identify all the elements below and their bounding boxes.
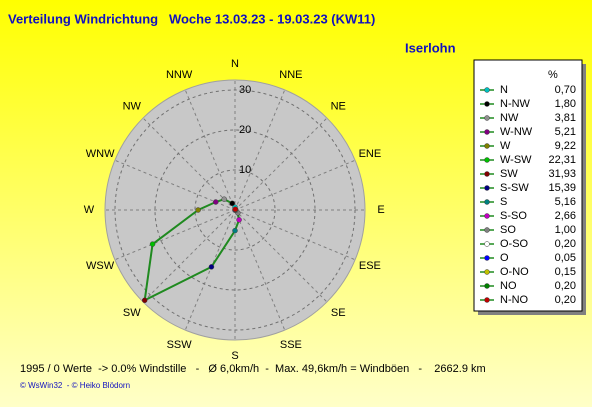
legend-marker [484,129,490,135]
legend-name: NW [500,112,519,124]
legend-value: 0,15 [555,266,576,278]
legend-value: 5,21 [555,126,576,138]
spoke [184,89,236,211]
legend-marker [484,143,490,149]
legend-value: 2,66 [555,210,576,222]
legend-marker [484,241,490,247]
legend-name: O-NO [500,266,529,278]
legend-value: 31,93 [548,168,576,180]
legend-value: 0,05 [555,252,576,264]
grid-ring [154,129,316,291]
legend-name: S-SO [500,210,527,222]
direction-label: SE [331,307,346,319]
data-point [208,264,215,270]
chart-title: Verteilung Windrichtung Woche 13.03.23 -… [8,11,375,26]
legend-marker [484,199,490,205]
legend-value: 0,20 [555,238,576,250]
footer: 1995 / 0 Werte -> 0.0% Windstille - Ø 6,… [20,363,486,375]
legend-marker [484,185,490,191]
legend-name: SO [500,224,516,236]
data-point [195,207,201,213]
legend-value: 0,20 [555,280,576,292]
spoke [234,117,328,211]
direction-label: ESE [359,260,381,272]
legend-value: 22,31 [548,154,576,166]
direction-label: SSE [280,339,302,351]
data-point [149,241,156,247]
legend-marker [484,283,490,289]
direction-label: WSW [86,260,115,272]
direction-label: N [231,58,239,70]
legend-value: 3,81 [555,112,576,124]
legend-name: W-SW [500,154,532,166]
legend-marker [484,255,490,261]
data-point [141,297,148,304]
legend-value: 5,16 [555,196,576,208]
legend-name: N [500,84,508,96]
data-point [232,227,238,234]
legend-name: S [500,196,507,208]
direction-label: S [231,350,238,362]
legend-name: O [500,252,509,264]
legend-marker [484,87,490,93]
legend-value: 9,22 [555,140,576,152]
grid-ring [194,169,276,251]
spoke [234,209,356,261]
data-point [236,217,242,223]
legend-marker [484,297,490,303]
direction-label: ENE [359,148,382,160]
r-tick-label: 10 [239,164,251,176]
legend-name: W [500,140,511,152]
legend-marker [484,171,490,177]
credit: © WsWin32 - © Heiko Blödorn [20,381,130,390]
legend-marker [484,115,490,121]
legend-name: N-NW [500,98,531,110]
legend-title: % [548,69,558,81]
legend-name: SW [500,168,518,180]
grid-ring [114,89,356,331]
spoke [114,159,236,211]
spoke [142,117,236,211]
legend-marker [484,101,490,107]
legend-value: 0,70 [555,84,576,96]
spoke [184,209,236,331]
legend-name: W-NW [500,126,533,138]
legend-marker [484,213,490,219]
direction-label: E [377,204,384,216]
legend-value: 15,39 [548,182,576,194]
legend-marker [484,227,490,233]
legend-value: 1,00 [555,224,576,236]
data-point [221,196,227,202]
chart-subtitle: Iserlohn [405,40,456,55]
spoke [234,209,286,331]
legend-value: 0,20 [555,294,576,306]
r-tick-label: 20 [239,124,251,136]
spoke [142,209,236,303]
spoke [114,209,236,261]
direction-label: NW [123,101,142,113]
legend-value: 1,80 [555,98,576,110]
legend-box [473,59,583,312]
direction-label: SW [123,307,141,319]
data-point [232,206,239,213]
legend-name: NO [500,280,517,292]
legend-name: N-NO [500,294,529,306]
spoke [234,159,356,211]
r-tick-label: 30 [239,84,251,96]
direction-label: W [84,204,95,216]
spoke [234,89,286,211]
direction-label: NE [331,101,346,113]
direction-label: SSW [167,339,193,351]
legend-name: O-SO [500,238,529,250]
data-point [229,200,235,207]
legend-name: S-SW [500,182,529,194]
direction-label: WNW [86,148,115,160]
legend-marker [484,157,490,163]
legend-marker [484,269,490,275]
data-point [212,199,219,205]
direction-label: NNW [166,69,193,81]
spoke [234,209,328,303]
direction-label: NNE [279,69,302,81]
